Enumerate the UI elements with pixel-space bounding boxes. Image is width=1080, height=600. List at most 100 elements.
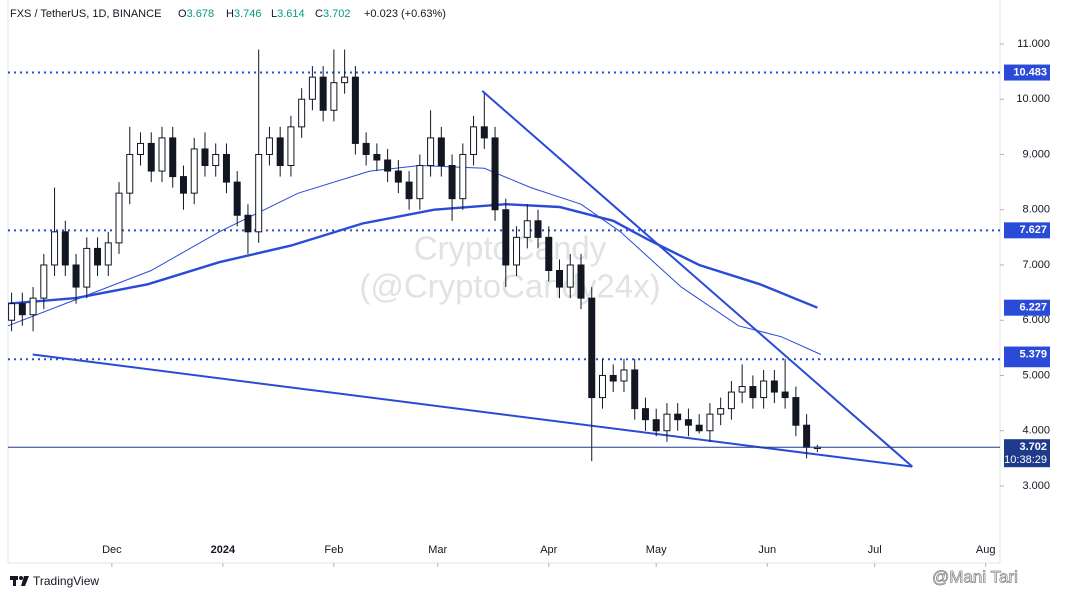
candle-body <box>663 413 671 432</box>
candle-body <box>556 270 564 288</box>
watermark: CryptoCandy (@CryptoCandy24x) <box>359 230 660 305</box>
candle-body <box>738 386 746 393</box>
chart-title: FXS / TetherUS, 1D, BINANCE <box>10 8 161 20</box>
candle-body <box>674 413 682 421</box>
y-tick-label: 9.000 <box>1022 148 1050 160</box>
candle-body <box>341 76 349 84</box>
candle-body <box>72 264 80 288</box>
candle-body <box>40 264 48 299</box>
candle-body <box>631 369 639 410</box>
price-label-box <box>1004 299 1050 316</box>
candle-body <box>598 374 606 399</box>
candle-body <box>212 153 220 167</box>
candle-body <box>8 303 16 321</box>
candle-body <box>351 76 359 144</box>
x-tick-label: May <box>646 544 667 556</box>
price-label: 6.227 <box>1019 302 1047 314</box>
candle-body <box>652 419 660 432</box>
candle-body <box>717 408 725 415</box>
candle-body <box>201 148 209 167</box>
watermark-line: CryptoCandy <box>414 230 607 267</box>
candle-body <box>244 214 252 233</box>
candle-body <box>749 386 757 399</box>
y-tick-label: 5.000 <box>1022 369 1050 381</box>
candle-body <box>158 137 166 172</box>
y-tick-label: 10.000 <box>1016 93 1050 105</box>
y-tick-label: 11.000 <box>1017 38 1050 50</box>
ohlc-prefix: O <box>178 8 187 20</box>
ohlc-high: H3.746 <box>226 8 261 20</box>
credit: @Mani Tari <box>932 567 1018 586</box>
brand: TradingView <box>33 574 99 588</box>
candle-body <box>330 82 338 111</box>
candle-body <box>255 153 263 233</box>
candle-body <box>641 408 649 421</box>
countdown: 10:38:29 <box>1004 454 1047 466</box>
brand-logo <box>10 576 29 586</box>
candle-body <box>115 192 123 244</box>
candle-body <box>620 369 628 382</box>
price-label: 5.379 <box>1019 348 1047 360</box>
candle-body <box>169 137 177 178</box>
candle-body <box>51 231 59 266</box>
candle-body <box>416 165 424 200</box>
price-label-box <box>1004 64 1050 81</box>
watermark-line: (@CryptoCandy24x) <box>359 268 660 305</box>
y-tick-label: 7.000 <box>1022 259 1050 271</box>
plot-area <box>7 49 1000 468</box>
candle-body <box>190 148 198 194</box>
x-tick-label: Jun <box>758 544 776 556</box>
candle-body <box>394 170 402 183</box>
ohlc-open: O3.678 <box>178 8 214 20</box>
candle-body <box>362 142 370 155</box>
candle-body <box>803 424 811 448</box>
candle-body <box>427 137 435 167</box>
x-tick-label: Apr <box>540 544 557 556</box>
ohlc-prefix: H <box>226 8 234 20</box>
candle-body <box>727 391 735 410</box>
candle-body <box>179 176 187 194</box>
y-tick-label: 4.000 <box>1022 425 1050 437</box>
candle-body <box>405 181 413 200</box>
y-tick-label: 8.000 <box>1022 204 1050 216</box>
candle-body <box>276 137 284 167</box>
price-label-box <box>1004 439 1050 468</box>
candle-body <box>523 220 531 238</box>
candle-body <box>448 165 456 200</box>
x-tick-label: Feb <box>324 544 343 556</box>
ohlc-value: 3.702 <box>323 8 351 20</box>
candle-body <box>222 153 230 183</box>
candle-body <box>760 380 768 399</box>
candle-body <box>29 297 37 316</box>
candle-body <box>534 220 542 238</box>
trendline <box>32 353 913 468</box>
trendline <box>481 90 913 468</box>
candle-body <box>491 137 499 211</box>
candle-body <box>770 380 778 393</box>
x-tick-label: Dec <box>102 544 122 556</box>
candle-body <box>781 391 789 399</box>
candle-body <box>502 209 510 266</box>
candle-body <box>588 297 596 399</box>
y-tick-label: 6.000 <box>1022 314 1050 326</box>
candle-body <box>137 142 145 155</box>
candle-body <box>61 231 69 266</box>
ohlc-value: 3.746 <box>234 8 262 20</box>
price-label-box <box>1004 222 1050 239</box>
candle-body <box>566 264 574 288</box>
candle-body <box>287 126 295 167</box>
candle-body <box>147 142 155 172</box>
candle-body <box>459 153 467 200</box>
ohlc-prefix: L <box>271 8 277 20</box>
ohlc-close: C3.702 <box>315 8 350 20</box>
candle-body <box>470 126 478 155</box>
x-tick-label: Jul <box>868 544 882 556</box>
candle-body <box>706 413 714 432</box>
candle-body <box>126 153 134 194</box>
candle-body <box>609 374 617 382</box>
change: +0.023 (+0.63%) <box>364 8 446 20</box>
candle-body <box>18 303 26 316</box>
price-label: 7.627 <box>1019 224 1047 236</box>
